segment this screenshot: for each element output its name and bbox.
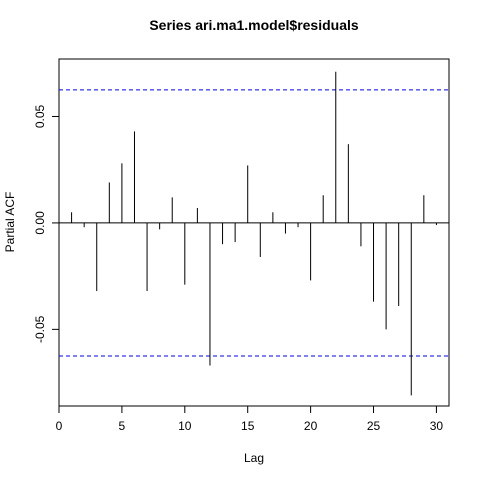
chart-title: Series ari.ma1.model$residuals [149, 17, 359, 33]
y-axis: -0.05 0.00 0.05 [33, 104, 60, 343]
x-tick-label: 30 [430, 419, 444, 433]
x-tick-label: 5 [119, 419, 126, 433]
x-tick-label: 0 [56, 419, 63, 433]
plot-frame [58, 58, 450, 407]
y-axis-label: Partial ACF [3, 192, 17, 253]
x-tick-label: 25 [367, 419, 381, 433]
x-axis-label: Lag [244, 451, 264, 465]
x-axis: 0 5 10 15 20 25 30 [56, 405, 444, 433]
x-tick-label: 15 [241, 419, 255, 433]
x-tick-label: 20 [304, 419, 318, 433]
pacf-bars [71, 71, 437, 396]
x-tick-label: 10 [178, 419, 192, 433]
y-tick-label: 0.00 [33, 211, 47, 235]
y-tick-label: 0.05 [33, 104, 47, 128]
y-tick-label: -0.05 [33, 315, 47, 343]
confidence-bounds [59, 89, 449, 357]
